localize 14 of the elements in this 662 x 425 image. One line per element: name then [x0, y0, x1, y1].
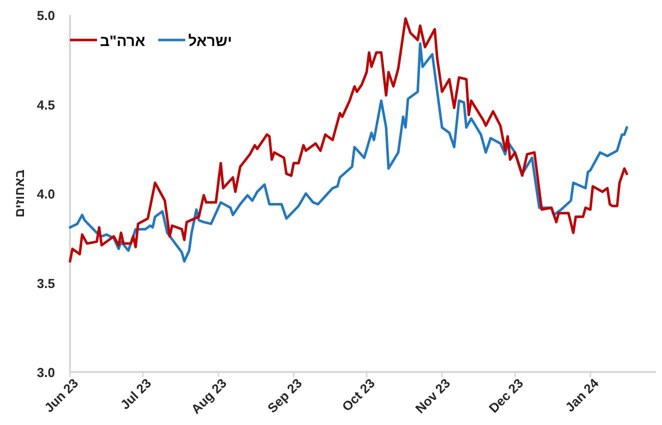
x-tick-label: Jan 24: [562, 374, 602, 415]
x-tick-label: Nov 23: [412, 376, 454, 416]
x-tick-label: Aug 23: [188, 376, 230, 417]
legend-label: ישראל: [188, 33, 232, 50]
legend-label: ארה"ב: [100, 33, 146, 50]
y-tick-label: 4.0: [36, 186, 55, 202]
y-axis-title: באחוזים: [12, 170, 27, 218]
x-tick-label: Dec 23: [486, 376, 526, 416]
x-tick-label: Oct 23: [339, 376, 378, 414]
x-tick-label: Jul 23: [117, 376, 154, 412]
y-tick-label: 3.5: [36, 276, 55, 291]
x-tick-label: Sep 23: [264, 376, 305, 416]
y-tick-label: 4.5: [36, 97, 55, 112]
y-tick-label: 5.0: [36, 8, 55, 23]
